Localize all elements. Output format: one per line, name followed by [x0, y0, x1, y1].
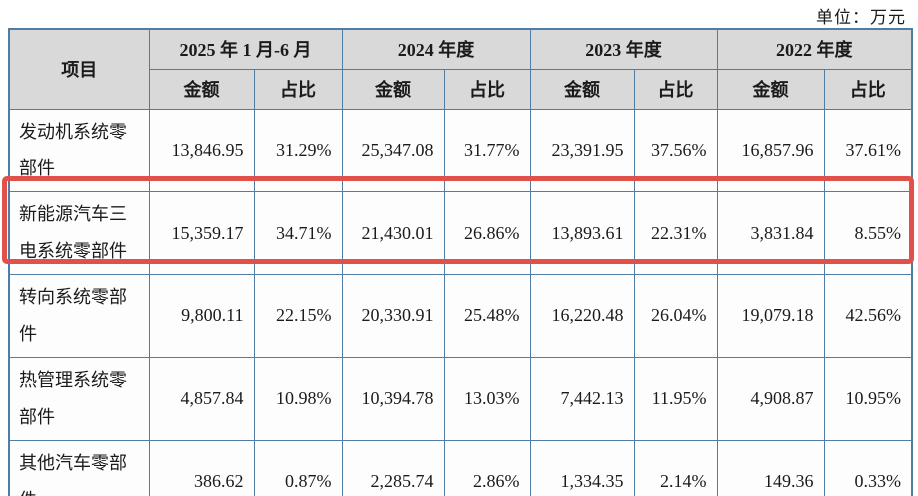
ratio-cell: 37.61% — [823, 108, 913, 193]
header-amount: 金额 — [716, 68, 825, 110]
ratio-cell: 22.31% — [633, 191, 718, 276]
header-period-2022: 2022 年度 — [716, 28, 913, 70]
header-ratio: 占比 — [823, 68, 913, 110]
table-row: 转向系统零部件 9,800.11 22.15% 20,330.91 25.48%… — [8, 274, 913, 358]
amount-cell: 10,394.78 — [341, 356, 445, 441]
header-ratio: 占比 — [253, 68, 343, 110]
header-ratio: 占比 — [443, 68, 531, 110]
amount-cell: 3,831.84 — [716, 191, 825, 276]
ratio-cell: 0.33% — [823, 439, 913, 496]
row-label: 热管理系统零部件 — [8, 356, 150, 441]
amount-cell: 16,220.48 — [529, 274, 635, 358]
table-row: 其他汽车零部件 386.62 0.87% 2,285.74 2.86% 1,33… — [8, 439, 913, 496]
amount-cell: 23,391.95 — [529, 108, 635, 193]
ratio-cell: 42.56% — [823, 274, 913, 358]
ratio-cell: 26.86% — [443, 191, 531, 276]
header-period-2023: 2023 年度 — [529, 28, 718, 70]
table-row-highlighted: 新能源汽车三电系统零部件 15,359.17 34.71% 21,430.01 … — [8, 191, 913, 276]
amount-cell: 15,359.17 — [148, 191, 255, 276]
ratio-cell: 2.86% — [443, 439, 531, 496]
amount-cell: 16,857.96 — [716, 108, 825, 193]
ratio-cell: 31.77% — [443, 108, 531, 193]
header-row-periods: 项目 2025 年 1 月-6 月 2024 年度 2023 年度 2022 年… — [8, 28, 913, 110]
amount-cell: 9,800.11 — [148, 274, 255, 358]
header-item: 项目 — [8, 28, 150, 110]
header-amount: 金额 — [148, 68, 255, 110]
ratio-cell: 10.98% — [253, 356, 343, 441]
ratio-cell: 26.04% — [633, 274, 718, 358]
table-row: 热管理系统零部件 4,857.84 10.98% 10,394.78 13.03… — [8, 356, 913, 441]
header-period-2025: 2025 年 1 月-6 月 — [148, 28, 343, 70]
amount-cell: 25,347.08 — [341, 108, 445, 193]
amount-cell: 4,908.87 — [716, 356, 825, 441]
amount-cell: 4,857.84 — [148, 356, 255, 441]
revenue-breakdown-table: 项目 2025 年 1 月-6 月 2024 年度 2023 年度 2022 年… — [8, 28, 913, 496]
unit-label: 单位：万元 — [816, 8, 906, 27]
header-amount: 金额 — [341, 68, 445, 110]
amount-cell: 7,442.13 — [529, 356, 635, 441]
amount-cell: 1,334.35 — [529, 439, 635, 496]
ratio-cell: 2.14% — [633, 439, 718, 496]
header-period-2024: 2024 年度 — [341, 28, 531, 70]
row-label: 新能源汽车三电系统零部件 — [8, 191, 150, 276]
ratio-cell: 37.56% — [633, 108, 718, 193]
header-amount: 金额 — [529, 68, 635, 110]
amount-cell: 149.36 — [716, 439, 825, 496]
ratio-cell: 0.87% — [253, 439, 343, 496]
amount-cell: 386.62 — [148, 439, 255, 496]
ratio-cell: 8.55% — [823, 191, 913, 276]
amount-cell: 2,285.74 — [341, 439, 445, 496]
ratio-cell: 34.71% — [253, 191, 343, 276]
row-label: 发动机系统零部件 — [8, 108, 150, 193]
amount-cell: 13,893.61 — [529, 191, 635, 276]
amount-cell: 21,430.01 — [341, 191, 445, 276]
amount-cell: 19,079.18 — [716, 274, 825, 358]
ratio-cell: 31.29% — [253, 108, 343, 193]
header-row-measures: 金额 占比 金额 占比 金额 占比 金额 占比 — [9, 68, 913, 110]
ratio-cell: 13.03% — [443, 356, 531, 441]
row-label: 其他汽车零部件 — [8, 439, 150, 496]
header-ratio: 占比 — [633, 68, 718, 110]
amount-cell: 20,330.91 — [341, 274, 445, 358]
ratio-cell: 11.95% — [633, 356, 718, 441]
table-row: 发动机系统零部件 13,846.95 31.29% 25,347.08 31.7… — [8, 108, 913, 193]
amount-cell: 13,846.95 — [148, 108, 255, 193]
ratio-cell: 10.95% — [823, 356, 913, 441]
ratio-cell: 22.15% — [253, 274, 343, 358]
row-label: 转向系统零部件 — [8, 274, 150, 358]
ratio-cell: 25.48% — [443, 274, 531, 358]
